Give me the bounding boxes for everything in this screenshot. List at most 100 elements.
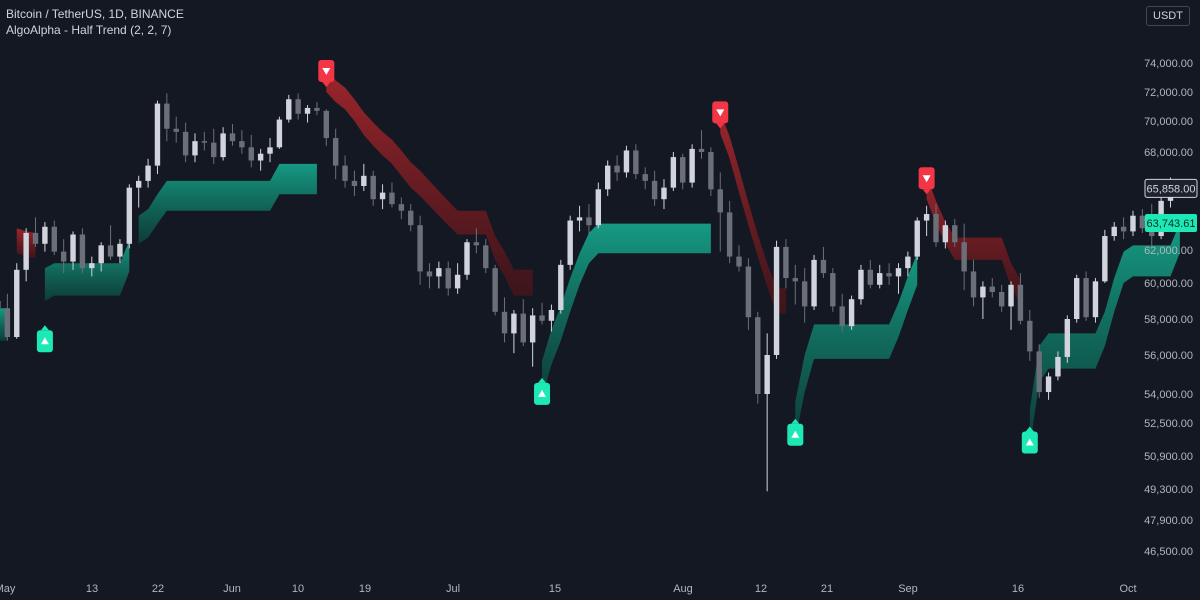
candle-up <box>511 313 517 334</box>
price-axis-tick: 68,000.00 <box>1144 147 1193 159</box>
chart-legend: Bitcoin / TetherUS, 1D, BINANCE AlgoAlph… <box>6 6 184 38</box>
candle-down <box>698 148 705 152</box>
price-axis-tick: 62,000.00 <box>1144 245 1193 257</box>
symbol-title[interactable]: Bitcoin / TetherUS, 1D, BINANCE <box>6 7 184 21</box>
half-trend-bands <box>0 70 1180 448</box>
candle-down <box>332 138 339 166</box>
candle-up <box>436 268 442 277</box>
candle-down <box>0 301 1 309</box>
candle-down <box>248 147 254 161</box>
candle-down <box>164 103 170 129</box>
candle-down <box>426 271 433 277</box>
up-arrow-icon <box>1025 438 1034 446</box>
candle-down <box>417 225 423 272</box>
candle-down <box>445 268 451 289</box>
time-axis-tick: Jun <box>223 583 241 595</box>
candle-up <box>558 264 564 310</box>
candle-up <box>980 286 986 298</box>
candle-up <box>464 242 470 275</box>
candle-down <box>32 232 39 244</box>
time-axis-tick: 13 <box>86 583 98 595</box>
down-arrow-icon <box>322 68 331 75</box>
bull-trend-band <box>795 253 918 440</box>
price-axis-tick: 56,000.00 <box>1144 350 1193 362</box>
candle-down <box>970 271 977 298</box>
candle-down <box>473 242 480 246</box>
candle-down <box>820 259 827 274</box>
candle-up <box>136 180 142 188</box>
price-axis-tick: 72,000.00 <box>1144 87 1193 99</box>
price-axis-tick: 49,300.00 <box>1144 484 1193 496</box>
signal-pointer <box>538 377 547 383</box>
candle-down <box>229 133 236 142</box>
time-axis-tick: May <box>0 583 16 595</box>
candle-up <box>895 268 902 277</box>
buy-signal-marker <box>534 377 551 405</box>
bull-trend-band <box>1029 222 1180 448</box>
candle-up <box>1111 226 1117 237</box>
candle-down <box>4 308 11 337</box>
up-arrow-icon <box>538 389 547 397</box>
time-axis-tick: 10 <box>292 583 304 595</box>
candle-up <box>914 220 920 257</box>
indicator-title[interactable]: AlgoAlpha - Half Trend (2, 2, 7) <box>6 23 172 37</box>
down-arrow-icon <box>716 109 725 117</box>
candle-down <box>726 212 733 257</box>
signal-pointer <box>40 325 49 331</box>
time-axis-tick: 22 <box>152 583 164 595</box>
time-axis[interactable]: May 13 22 Jun 10 19 Jul 15 Aug 12 21 Sep 16 Oct <box>0 583 1137 595</box>
candle-up <box>848 299 855 327</box>
candle-down <box>867 269 874 285</box>
candle-down <box>520 313 526 343</box>
candle-down <box>351 180 358 186</box>
bear-trend-band <box>926 175 1021 305</box>
last-price-label-box <box>1144 178 1198 198</box>
candle-up <box>42 226 48 244</box>
candle-down <box>989 286 995 292</box>
price-axis-tick: 60,000.00 <box>1144 278 1193 290</box>
candle-up <box>454 274 461 289</box>
bull-trend-band <box>542 223 711 398</box>
price-axis-tick: 52,500.00 <box>1144 418 1193 430</box>
time-axis-tick: Aug <box>673 583 693 595</box>
candle-up <box>764 355 770 394</box>
candle-up <box>689 148 695 183</box>
candle-up <box>1130 215 1136 232</box>
candle-up <box>220 133 226 158</box>
sell-signal-marker <box>318 60 335 87</box>
candle-down <box>633 150 639 175</box>
price-axis-tick: 46,500.00 <box>1144 546 1193 558</box>
candle-down <box>389 192 395 205</box>
bear-trend-band <box>720 112 786 314</box>
candle-down <box>783 246 789 279</box>
candle-up <box>145 165 151 181</box>
candle-down <box>483 245 489 269</box>
candle-down <box>801 281 808 307</box>
candle-up <box>623 150 630 173</box>
candle-up <box>267 147 273 154</box>
candle-up <box>773 246 780 355</box>
candle-down <box>342 165 348 181</box>
candle-up <box>1008 284 1014 307</box>
candle-down <box>680 157 686 183</box>
candle-down <box>60 251 67 262</box>
candle-down <box>539 315 545 321</box>
signal-pointer <box>322 82 331 87</box>
buy-signal-marker <box>36 325 53 353</box>
candle-up <box>257 153 264 161</box>
candle-up <box>877 273 883 285</box>
candle-up <box>811 259 817 307</box>
candle-up <box>905 256 911 269</box>
candle-down <box>933 214 939 243</box>
candle-up <box>529 315 536 343</box>
signal-pointer <box>791 418 800 424</box>
currency-button[interactable]: USDT <box>1146 6 1190 26</box>
candle-down <box>708 152 714 190</box>
candle-down <box>295 99 301 114</box>
price-axis[interactable]: 74,000.0072,000.0070,000.0068,000.0066,0… <box>1144 58 1193 558</box>
time-axis-tick: Sep <box>898 583 918 595</box>
candle-down <box>239 141 245 148</box>
candle-down <box>586 217 592 226</box>
candle-up <box>98 245 104 264</box>
